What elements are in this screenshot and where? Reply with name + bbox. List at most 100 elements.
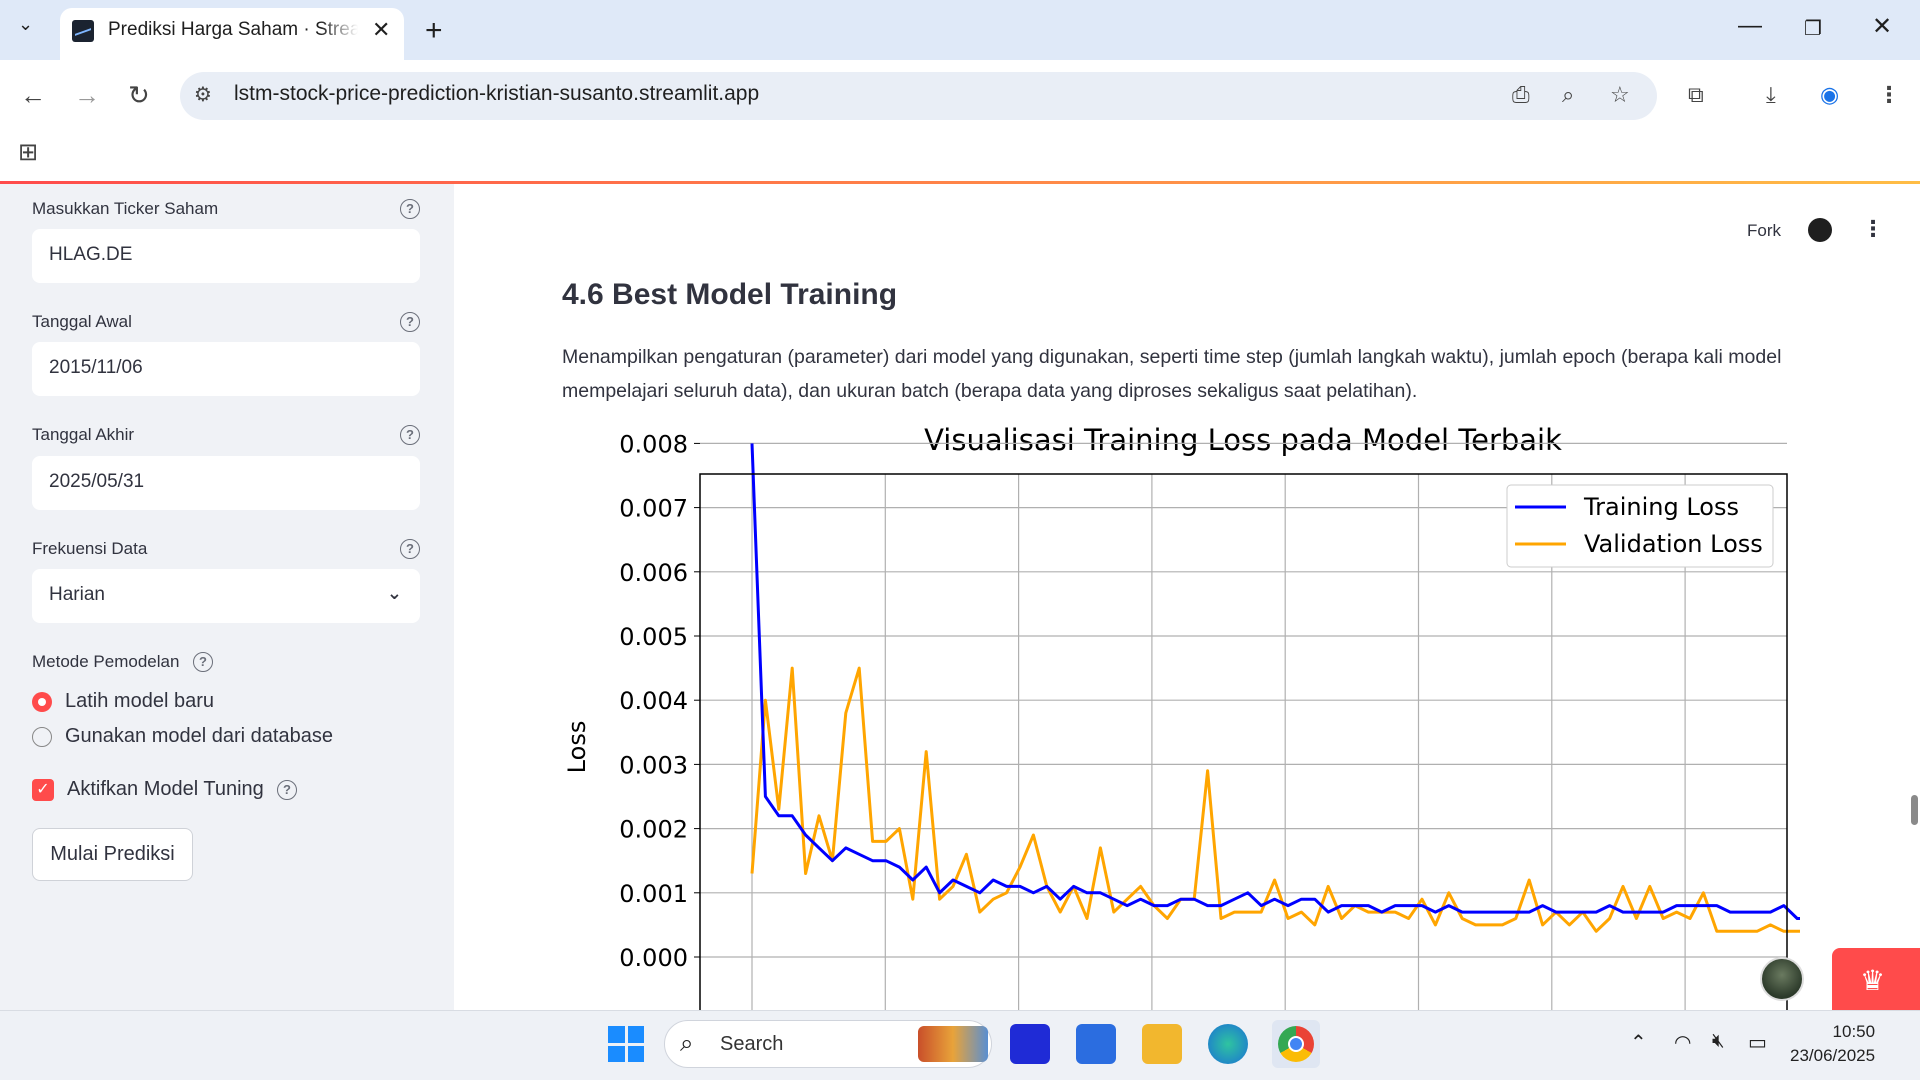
restore-icon[interactable]: ❐ [1804,18,1822,40]
tuning-checkbox[interactable]: ✓ [32,779,54,801]
help-icon[interactable]: ? [193,652,213,672]
clock-date: 23/06/2025 [1790,1046,1876,1065]
legend-label-validation: Validation Loss [1584,530,1763,558]
end-date-label: Tanggal Akhir [32,425,135,444]
show-hidden-icons[interactable]: ⌃ [1630,1032,1647,1054]
clock-time: 10:50 [1832,1022,1876,1041]
search-placeholder: Search [720,1033,784,1055]
section-heading: 4.6 Best Model Training [562,278,898,311]
app-menu-icon[interactable]: ⋮ [1862,216,1884,241]
tab-title: Prediksi Harga Saham · Streamlit [108,19,358,40]
chevron-down-icon: ⌄ [386,583,402,603]
start-tile [608,1045,625,1062]
profile-icon[interactable]: ◉ [1820,82,1840,107]
start-date-input[interactable]: 2015/11/06 [32,342,420,396]
ticker-input[interactable]: HLAG.DE [32,229,420,283]
address-bar[interactable] [180,72,1657,120]
help-icon[interactable]: ? [277,780,297,800]
browser-menu-icon[interactable]: ⋮ [1878,82,1900,107]
system-clock[interactable]: 10:50 23/06/2025 [1790,1020,1875,1068]
y-tick-label: 0.003 [619,751,688,779]
frequency-select[interactable]: Harian ⌄ [32,569,420,623]
url-text[interactable]: lstm-stock-price-prediction-kristian-sus… [234,82,760,105]
scrollbar-thumb[interactable] [1911,795,1918,825]
frequency-selected-value: Harian [49,584,105,605]
help-icon[interactable]: ? [400,425,420,445]
section-description: Menampilkan pengaturan (parameter) dari … [562,346,1782,402]
fork-link[interactable]: Fork [1747,221,1781,240]
y-axis-label: Loss [563,721,591,774]
y-tick-label: 0.002 [619,816,688,844]
radio-train-new[interactable] [32,692,52,712]
minimize-icon[interactable]: — [1738,12,1762,39]
site-info-icon[interactable]: ⚙ [194,84,212,106]
help-icon[interactable]: ? [400,199,420,219]
crown-icon: ♛ [1860,965,1886,996]
search-highlight-image [918,1026,988,1062]
search-icon: ⌕ [680,1030,694,1057]
tab-search-chevron-icon[interactable]: ⌄ [18,14,34,34]
plot-frame [699,473,1788,1010]
install-app-icon[interactable]: ⎙ [1512,82,1530,107]
frequency-label: Frekuensi Data [32,539,148,558]
edge-browser-icon[interactable] [1208,1024,1248,1064]
extensions-icon[interactable]: ⧉ [1688,82,1704,107]
windows-start-icon[interactable] [608,1026,644,1062]
end-date-input[interactable]: 2025/05/31 [32,456,420,510]
volume-muted-icon[interactable]: 🔇︎ [1712,1030,1725,1052]
chart-legend: Training Loss Validation Loss [1506,484,1774,568]
y-tick-label: 0.008 [619,430,688,458]
chart-series [750,443,1800,933]
y-tick-label: 0.005 [619,623,688,651]
battery-icon[interactable]: ▭ [1748,1032,1767,1054]
training-loss-line [750,443,1800,920]
reload-icon[interactable]: ↻ [128,80,150,110]
help-icon[interactable]: ? [400,312,420,332]
new-tab-icon[interactable]: + [425,14,443,47]
chart-title: Visualisasi Training Loss pada Model Ter… [924,425,1562,457]
download-icon[interactable]: ⤓ [1766,82,1776,107]
back-icon[interactable]: ← [20,80,46,110]
start-tile [608,1026,625,1043]
chrome-icon-center [1288,1036,1304,1052]
tab-close-icon[interactable]: ✕ [372,17,391,42]
github-icon[interactable] [1808,218,1832,242]
y-tick-label: 0.004 [619,687,688,715]
method-label: Metode Pemodelan [32,652,180,671]
legend-label-training: Training Loss [1583,493,1739,521]
help-icon[interactable]: ? [400,539,420,559]
header-decoration [0,181,1920,184]
creator-avatar[interactable] [1760,957,1804,1001]
chrome-app-active[interactable] [1272,1020,1320,1068]
main-content [454,184,1920,1010]
y-tick-label: 0.001 [619,880,688,908]
y-tick-label: 0.000 [619,944,688,972]
close-window-icon[interactable]: ✕ [1872,13,1893,40]
y-axis-ticks: 0.008 0.007 0.006 0.005 0.004 0.003 0.002 0.001… [619,430,700,972]
wifi-icon[interactable]: ◠ [1674,1032,1692,1054]
browser-tab[interactable] [60,8,404,60]
copilot-app-icon[interactable] [1010,1024,1050,1064]
start-tile [627,1045,644,1062]
ticker-label: Masukkan Ticker Saham [32,199,219,218]
bookmarks-bar [0,130,1920,182]
radio-option-label[interactable]: Latih model baru [65,690,214,712]
tuning-label[interactable]: Aktifkan Model Tuning [67,778,264,800]
streamlit-badge[interactable]: ♛ [1832,948,1920,1010]
y-tick-label: 0.007 [619,495,688,523]
y-tick-label: 0.006 [619,559,688,587]
radio-option-label[interactable]: Gunakan model dari database [65,725,333,747]
file-explorer-icon[interactable] [1142,1024,1182,1064]
loss-chart: Visualisasi Training Loss pada Model Ter… [563,425,1800,1010]
start-tile [627,1026,644,1043]
validation-loss-line [750,666,1800,933]
forward-icon[interactable]: → [74,80,100,110]
zoom-icon[interactable]: ⌕ [1562,82,1575,107]
bookmark-star-icon[interactable]: ☆ [1610,82,1630,107]
store-app-icon[interactable] [1076,1024,1116,1064]
radio-use-database[interactable] [32,727,52,747]
legend-box [1506,484,1774,568]
run-prediction-button[interactable]: Mulai Prediksi [32,828,193,881]
streamlit-favicon-icon [72,20,94,42]
apps-grid-icon[interactable]: ⊞ [18,139,39,166]
